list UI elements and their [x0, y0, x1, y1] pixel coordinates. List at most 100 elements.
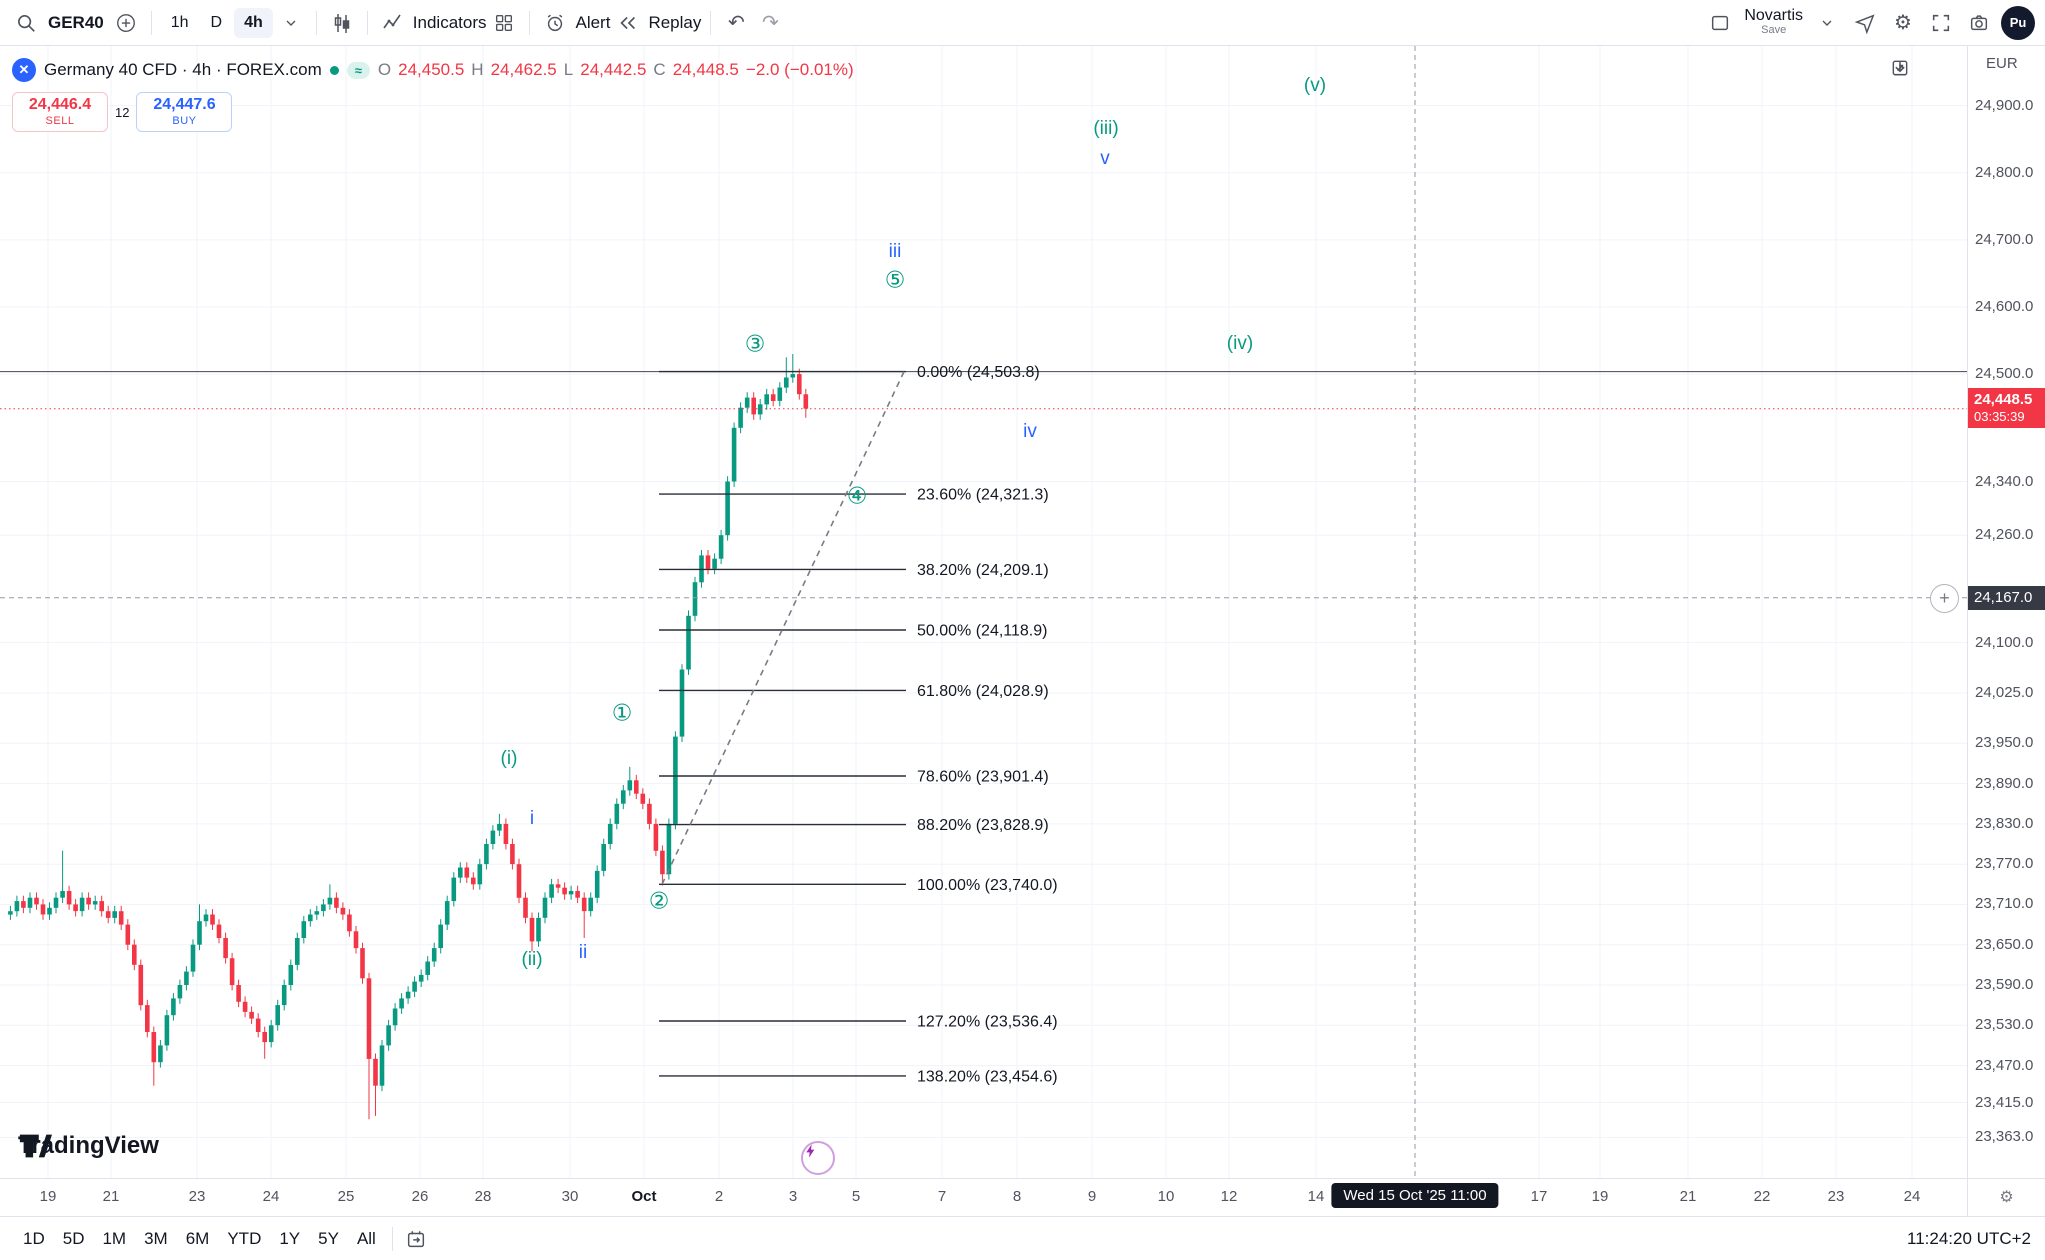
- tradingview-logo[interactable]: TradingView: [18, 1132, 159, 1160]
- compare-add-icon[interactable]: [110, 6, 142, 40]
- wave-label[interactable]: ②: [648, 887, 670, 914]
- redo-icon[interactable]: ↷: [761, 11, 779, 34]
- market-open-dot-icon: [329, 65, 339, 75]
- indicator-templates-icon[interactable]: [488, 6, 520, 40]
- indicators-button[interactable]: Indicators: [412, 12, 487, 32]
- replay-button[interactable]: Replay: [648, 12, 702, 32]
- fullscreen-icon[interactable]: [1925, 6, 1957, 40]
- divider: [391, 1226, 393, 1251]
- wave-label[interactable]: (iv): [1226, 333, 1254, 354]
- price-axis-label: 24,600.0: [1975, 298, 2034, 315]
- wave-label[interactable]: ③: [744, 330, 766, 357]
- symbol-button[interactable]: GER40: [48, 12, 104, 32]
- wave-label[interactable]: (i): [500, 748, 518, 769]
- time-axis-label: 21: [102, 1188, 120, 1205]
- snapshot-camera-icon[interactable]: [1963, 6, 1995, 40]
- replay-icon[interactable]: [612, 6, 644, 40]
- bottom-toolbar: 1D 5D 1M 3M 6M YTD 1Y 5Y All 11:24:20 UTC+2: [0, 1216, 2045, 1260]
- buy-label: BUY: [172, 115, 197, 127]
- svg-text:61.80% (24,028.9): 61.80% (24,028.9): [917, 683, 1049, 700]
- layout-chevron-down-icon[interactable]: [1811, 6, 1843, 40]
- layout-name-button[interactable]: Novartis Save: [1744, 8, 1803, 36]
- wave-label[interactable]: (iii): [1093, 118, 1119, 139]
- symbol-close-icon[interactable]: ✕: [12, 58, 36, 82]
- indicators-icon[interactable]: [377, 6, 409, 40]
- interval-chevron-down-icon[interactable]: [275, 6, 307, 40]
- wave-label[interactable]: ④: [846, 482, 868, 509]
- time-axis[interactable]: 19 21 23 24 25 26 28 30 Oct 2 3 5 7 8 9 10 12 14 17 19 21 22 2…: [0, 1178, 1967, 1216]
- buy-button[interactable]: 24,447.6 BUY: [136, 92, 233, 132]
- wave-label[interactable]: v: [1100, 148, 1110, 169]
- price-axis[interactable]: EUR 24,900.0 24,800.0 24,700.0 24,600.0 24,5…: [1967, 46, 2045, 1178]
- svg-text:127.20% (23,536.4): 127.20% (23,536.4): [917, 1014, 1058, 1031]
- sell-button[interactable]: 24,446.4 SELL: [12, 92, 108, 132]
- chart-style-candles-icon[interactable]: [326, 6, 358, 40]
- ohlc-low-value: 24,442.5: [580, 60, 647, 79]
- range-button-5y[interactable]: 5Y: [318, 1228, 339, 1248]
- wave-label[interactable]: (ii): [521, 949, 543, 970]
- price-axis-label: 23,830.0: [1975, 814, 2034, 832]
- layout-panel-icon[interactable]: [1704, 6, 1736, 40]
- chart-main: 0.00% (24,503.8) 23.60% (24,321.3) 38.20% …: [0, 46, 2045, 1216]
- current-price-tag: 24,448.5 03:35:39: [1968, 387, 2045, 428]
- range-button-all[interactable]: All: [356, 1228, 376, 1248]
- wave-label[interactable]: (v): [1303, 75, 1327, 96]
- ohlc-close-value: 24,448.5: [672, 60, 739, 79]
- wave-label[interactable]: iii: [888, 241, 902, 262]
- range-button-5d[interactable]: 5D: [62, 1228, 85, 1248]
- interval-4h-button[interactable]: 4h: [234, 7, 273, 38]
- currency-toggle[interactable]: EUR: [1986, 55, 2018, 72]
- settings-gear-icon[interactable]: ⚙: [1894, 11, 1912, 34]
- sell-price: 24,446.4: [28, 96, 92, 113]
- ohlc-low-key: L: [563, 60, 574, 79]
- price-axis-label: 23,530.0: [1975, 1016, 2034, 1034]
- avatar[interactable]: Pu: [2001, 5, 2035, 40]
- time-axis-label: 5: [851, 1188, 861, 1205]
- range-button-6m[interactable]: 6M: [185, 1228, 210, 1248]
- wave-label[interactable]: i: [529, 808, 535, 829]
- svg-text:23.60% (24,321.3): 23.60% (24,321.3): [917, 487, 1049, 504]
- ohlc-high-value: 24,462.5: [490, 60, 557, 79]
- symbol-title[interactable]: Germany 40 CFD · 4h · FOREX.com: [44, 60, 322, 79]
- svg-text:100.00% (23,740.0): 100.00% (23,740.0): [917, 877, 1058, 894]
- range-button-3m[interactable]: 3M: [144, 1228, 168, 1248]
- search-icon[interactable]: [10, 6, 42, 40]
- timezone-clock[interactable]: 11:24:20 UTC+2: [1907, 1228, 2031, 1248]
- time-axis-label: 7: [937, 1188, 947, 1205]
- lightning-icon[interactable]: [801, 1141, 835, 1175]
- range-button-1d[interactable]: 1D: [23, 1228, 45, 1248]
- time-axis-label: 26: [411, 1188, 429, 1205]
- wave-label[interactable]: iv: [1023, 421, 1037, 442]
- range-button-1y[interactable]: 1Y: [279, 1228, 301, 1248]
- range-button-ytd[interactable]: YTD: [227, 1228, 262, 1248]
- price-axis-label: 24,025.0: [1975, 684, 2034, 701]
- range-button-1m[interactable]: 1M: [102, 1228, 127, 1248]
- wave-label[interactable]: ⑤: [884, 266, 906, 293]
- time-axis-label: 19: [39, 1188, 57, 1205]
- ohlc-open-key: O: [377, 60, 392, 79]
- svg-text:88.20% (23,828.9): 88.20% (23,828.9): [917, 817, 1049, 834]
- wave-label[interactable]: ①: [611, 699, 633, 726]
- ohlc-change: −2.0 (−0.01%): [745, 60, 854, 79]
- time-axis-label: 23: [1827, 1188, 1845, 1205]
- wave-label[interactable]: ii: [578, 942, 588, 963]
- chart-canvas[interactable]: 0.00% (24,503.8) 23.60% (24,321.3) 38.20% …: [0, 46, 1967, 1178]
- alert-clock-icon[interactable]: [539, 6, 571, 40]
- time-axis-label: 23: [188, 1188, 206, 1205]
- time-axis-label: 3: [788, 1188, 798, 1205]
- time-axis-label: 14: [1307, 1188, 1325, 1205]
- go-to-date-icon[interactable]: [400, 1222, 432, 1256]
- add-alert-plus-icon[interactable]: +: [1930, 584, 1959, 614]
- interval-1d-button[interactable]: D: [201, 8, 233, 38]
- alert-button[interactable]: Alert: [575, 12, 611, 32]
- undo-icon[interactable]: ↶: [727, 11, 745, 34]
- delayed-data-icon[interactable]: ≈: [346, 61, 370, 79]
- ohlc-values: O 24,450.5 H 24,462.5 L 24,442.5 C 24,448.5 …: [378, 60, 854, 80]
- time-axis-label: 12: [1220, 1188, 1238, 1205]
- publish-idea-icon[interactable]: [1849, 6, 1881, 40]
- price-axis-label: 23,650.0: [1975, 935, 2034, 953]
- time-axis-label: 2: [714, 1188, 724, 1205]
- axis-settings-gear-icon[interactable]: ⚙: [1999, 1188, 2014, 1206]
- interval-1h-button[interactable]: 1h: [161, 8, 199, 38]
- layout-name: Novartis: [1744, 7, 1803, 25]
